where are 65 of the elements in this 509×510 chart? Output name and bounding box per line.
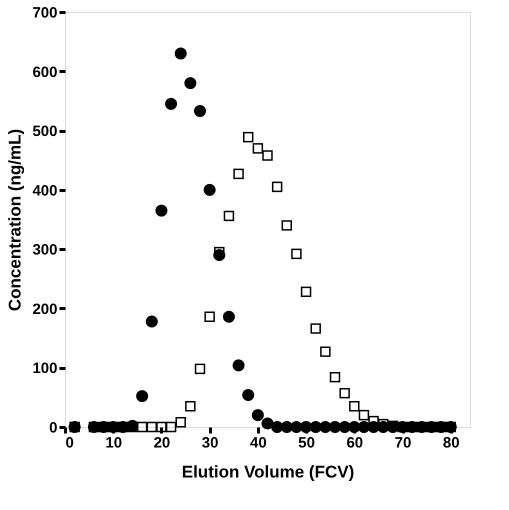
point xyxy=(166,422,176,432)
point xyxy=(252,409,264,422)
x-tick-label: 40 xyxy=(250,434,267,452)
point xyxy=(280,421,293,433)
point xyxy=(232,359,245,372)
point xyxy=(194,105,206,117)
y-tick-label: 700 xyxy=(32,4,58,22)
point xyxy=(146,422,158,432)
point xyxy=(348,421,360,433)
point xyxy=(349,401,360,412)
point xyxy=(222,310,235,323)
point xyxy=(165,98,178,110)
x-tick-label: 60 xyxy=(346,434,364,452)
point xyxy=(242,389,254,401)
point xyxy=(156,422,167,432)
point xyxy=(262,417,274,430)
point xyxy=(204,184,216,196)
point xyxy=(272,182,282,192)
point xyxy=(310,421,322,433)
point xyxy=(242,132,254,142)
x-tick-label: 70 xyxy=(394,434,412,452)
point xyxy=(339,388,350,398)
x-tick-label: 30 xyxy=(202,434,218,452)
point xyxy=(175,417,186,428)
point xyxy=(282,220,292,231)
x-tick-label: 80 xyxy=(442,434,460,452)
point xyxy=(185,401,196,412)
point xyxy=(358,410,370,420)
point xyxy=(310,323,321,334)
x-axis-title: Elution Volume (FCV) xyxy=(182,462,354,482)
point xyxy=(290,421,302,433)
y-tick-label: 500 xyxy=(32,123,58,140)
point xyxy=(146,315,158,328)
point xyxy=(320,346,331,357)
point xyxy=(329,421,341,433)
point xyxy=(262,150,273,161)
point xyxy=(300,286,312,298)
point xyxy=(194,364,206,374)
point xyxy=(338,421,351,433)
y-tick-label: 300 xyxy=(32,242,58,259)
x-tick-label: 0 xyxy=(66,434,74,452)
point xyxy=(174,48,187,60)
y-tick-label: 100 xyxy=(32,360,58,378)
point xyxy=(252,143,264,154)
y-tick-label: 0 xyxy=(49,420,58,436)
point xyxy=(204,312,215,322)
point xyxy=(330,372,340,382)
y-tick-label: 200 xyxy=(32,300,58,318)
point xyxy=(319,421,332,433)
point xyxy=(233,168,244,180)
x-tick-label: 10 xyxy=(105,434,122,452)
point xyxy=(358,421,370,433)
x-tick-label: 50 xyxy=(298,434,315,452)
y-axis-title: Concentration (ng/mL) xyxy=(5,128,24,312)
point xyxy=(291,248,302,260)
point xyxy=(155,204,168,217)
point xyxy=(136,422,148,432)
y-tick-label: 600 xyxy=(32,64,58,81)
x-tick-label: 20 xyxy=(154,434,170,452)
point xyxy=(300,421,312,433)
point xyxy=(184,77,196,90)
y-tick-label: 400 xyxy=(32,182,58,200)
point xyxy=(224,210,234,222)
point xyxy=(136,390,148,402)
point xyxy=(271,421,284,433)
